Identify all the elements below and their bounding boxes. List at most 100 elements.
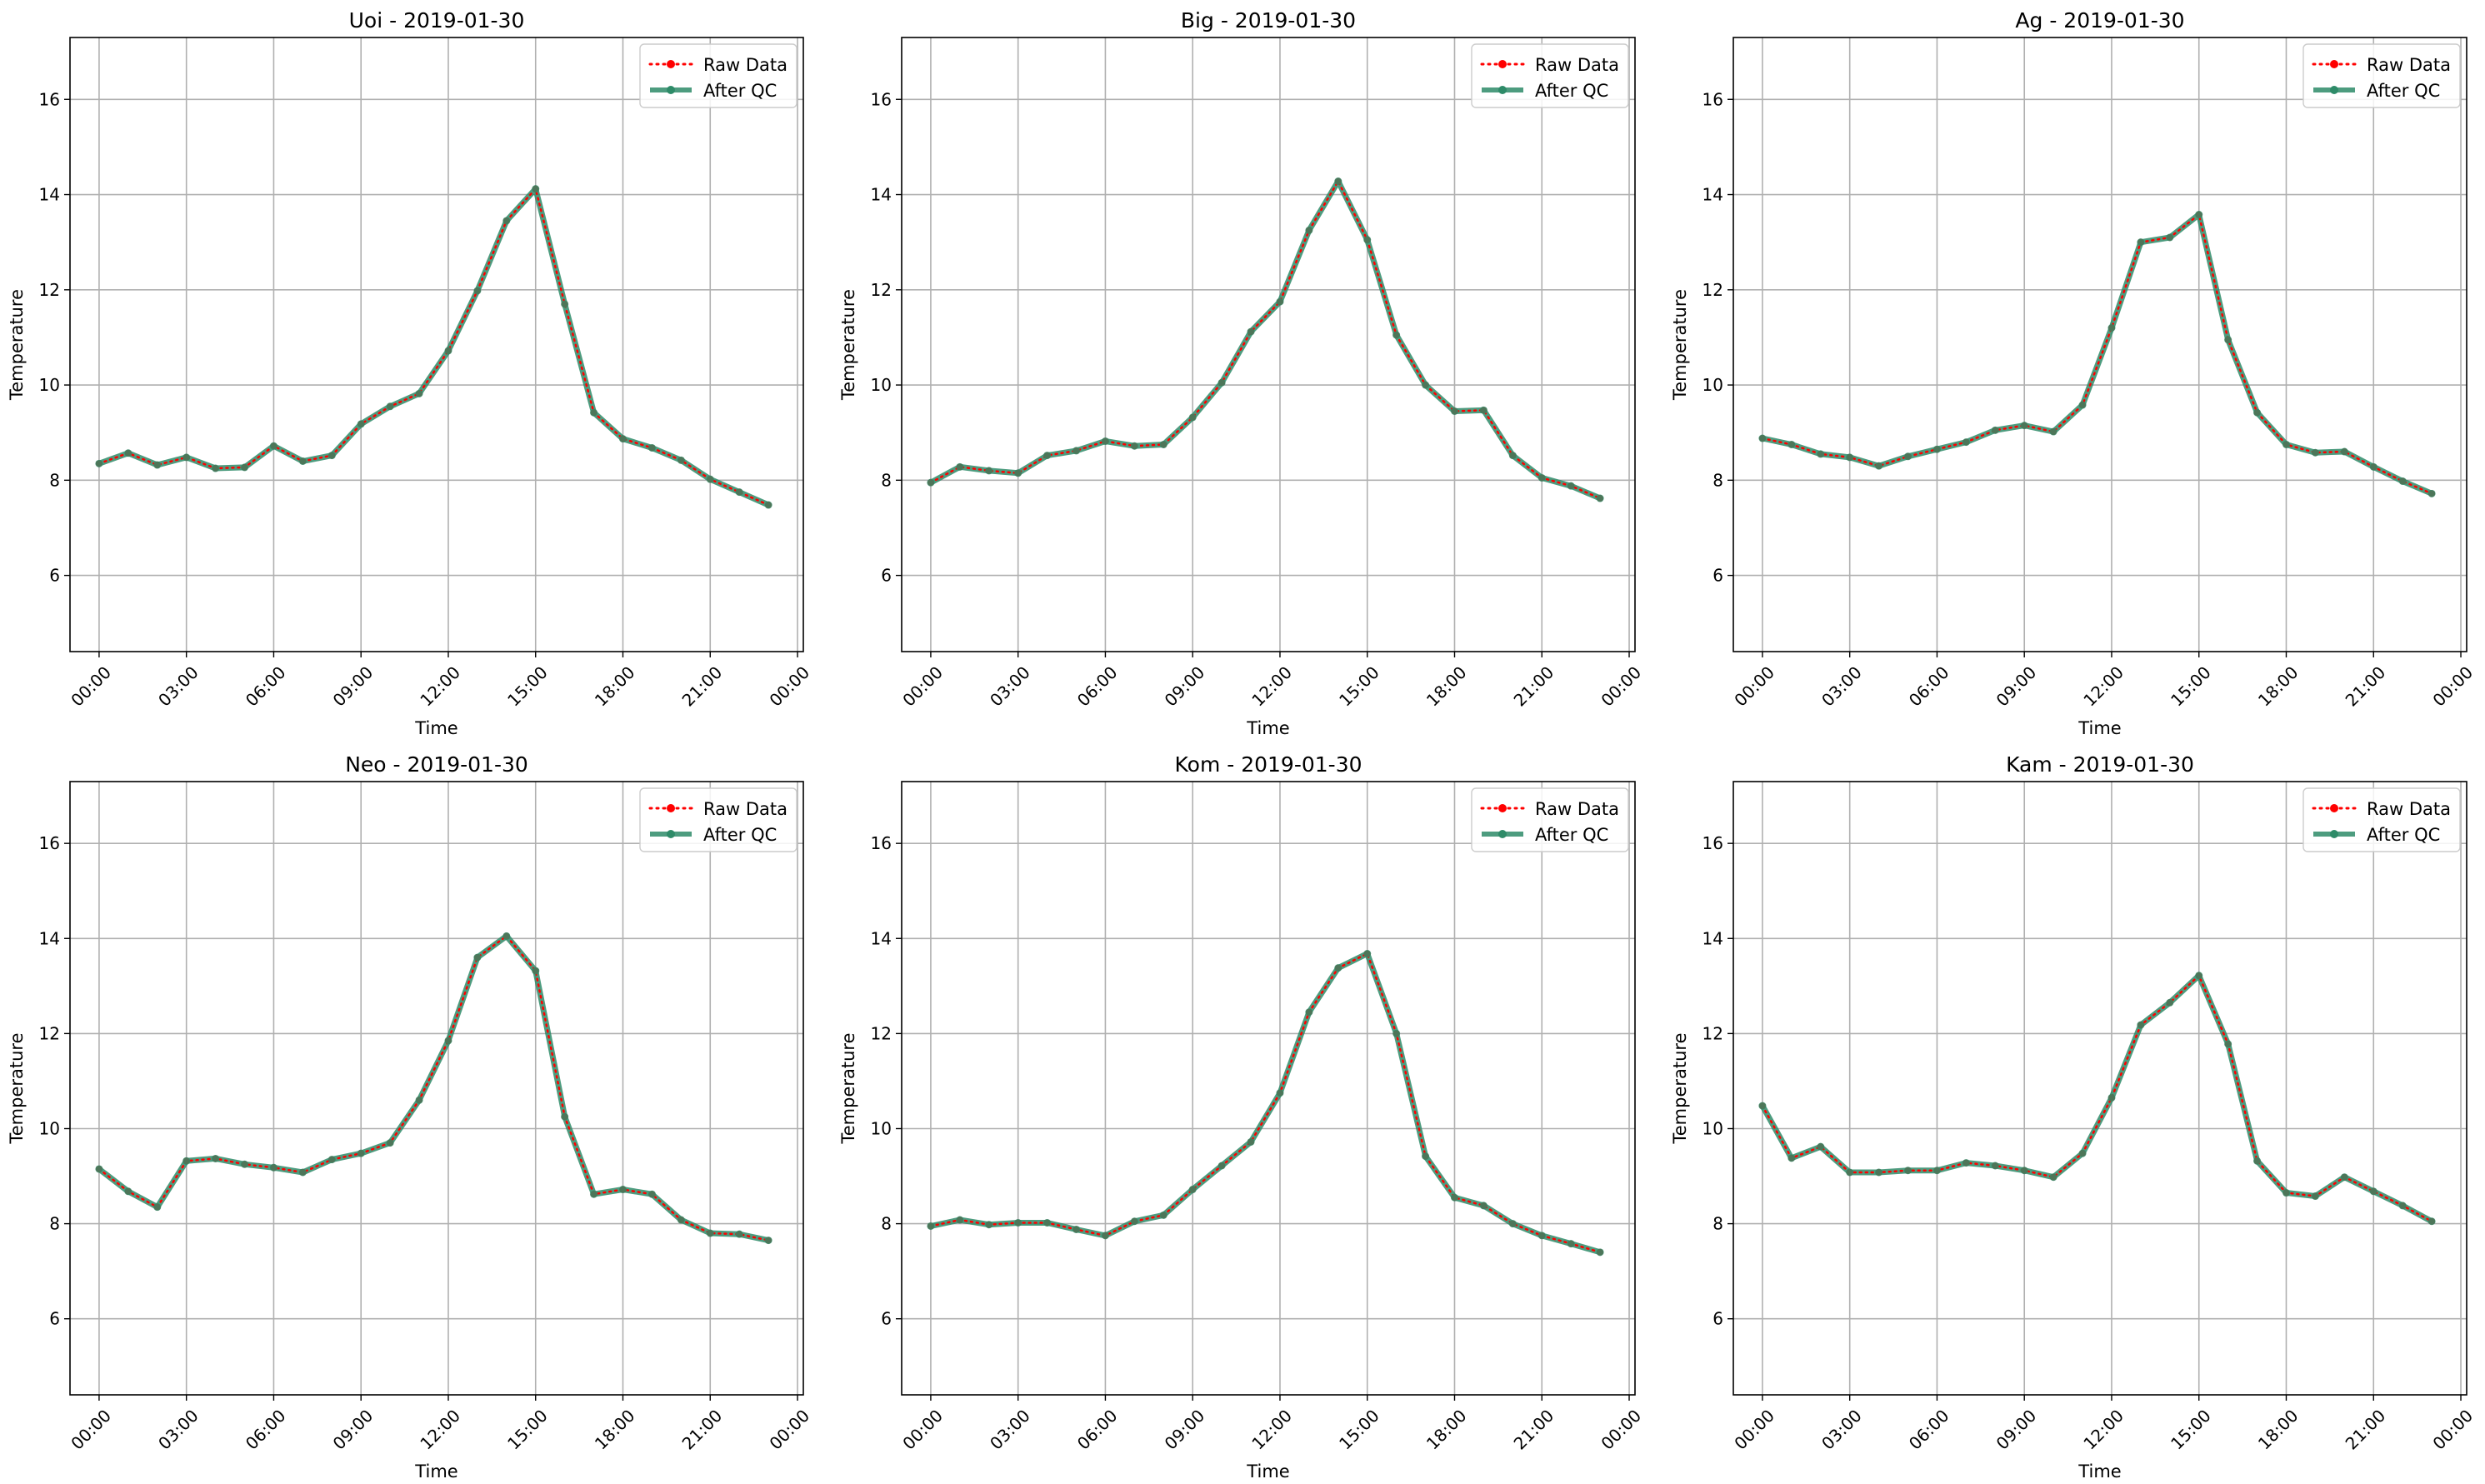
after-qc-point <box>2398 477 2407 485</box>
after-qc-point <box>985 467 993 475</box>
x-tick-label: 06:00 <box>1905 662 1953 711</box>
grid <box>1733 782 2467 1395</box>
x-tick-label: 00:00 <box>1597 1406 1645 1454</box>
after-qc-point <box>153 461 162 469</box>
y-axis-label: Temperature <box>7 1032 27 1144</box>
after-qc-point <box>1991 1162 1999 1170</box>
after-qc-point <box>2282 440 2290 448</box>
legend: Raw Data After QC <box>639 787 798 852</box>
subplot-3: Ag - 2019-01-30 00:00 03:00 06:00 09:00 12:00… <box>1670 8 2477 738</box>
after-qc-point <box>357 1149 365 1157</box>
x-axis-label: Time <box>1246 1462 1289 1482</box>
after-qc-point <box>2428 1217 2436 1226</box>
after-qc-point <box>1788 1154 1796 1162</box>
y-tick-label: 12 <box>871 1023 892 1043</box>
series-line-raw-data <box>929 178 1602 500</box>
after-qc-point <box>1218 1162 1226 1170</box>
axes-frame <box>69 37 804 652</box>
y-tick-label: 8 <box>881 470 892 490</box>
after-qc-point <box>1508 1220 1517 1228</box>
after-qc-point <box>2166 998 2174 1007</box>
y-axis-label: Temperature <box>838 289 858 401</box>
legend-label-raw-data: Raw Data <box>2367 55 2451 75</box>
legend-marker-raw-data <box>2330 60 2338 68</box>
after-qc-point <box>2108 324 2116 332</box>
after-qc-point <box>706 475 714 483</box>
x-axis-label: Time <box>1246 718 1289 738</box>
after-qc-point <box>241 463 249 472</box>
after-qc-point <box>561 1112 569 1121</box>
x-tick-label: 03:00 <box>1818 662 1866 711</box>
after-qc-point <box>2108 1093 2116 1102</box>
x-tick-label: 00:00 <box>1597 662 1645 711</box>
after-qc-point <box>1043 452 1052 460</box>
legend-marker-raw-data <box>2330 804 2338 812</box>
after-qc-point <box>1479 1202 1488 1210</box>
after-qc-point <box>502 217 511 225</box>
y-tick-label: 8 <box>1712 1214 1723 1234</box>
after-qc-point <box>1567 482 1575 490</box>
legend: Raw Data After QC <box>2302 43 2461 108</box>
x-tick-label: 12:00 <box>416 1406 464 1454</box>
y-tick-label: 14 <box>1702 928 1723 948</box>
legend-label-raw-data: Raw Data <box>703 799 788 819</box>
after-qc-point <box>415 389 423 397</box>
legend-marker-raw-data <box>667 804 675 812</box>
after-qc-point <box>735 1230 743 1238</box>
chart-title: Neo - 2019-01-30 <box>345 752 528 777</box>
after-qc-point <box>502 932 511 940</box>
after-qc-point <box>2195 211 2203 219</box>
y-tick-label: 10 <box>1702 1118 1723 1138</box>
x-axis-label: Time <box>414 1462 458 1482</box>
after-qc-point <box>2311 448 2319 457</box>
grid <box>902 782 1635 1395</box>
after-qc-point <box>764 501 772 509</box>
after-qc-point <box>1072 1225 1081 1233</box>
legend-marker-after-qc <box>667 830 675 838</box>
x-axis-label: Time <box>2078 718 2121 738</box>
x-tick-label: 15:00 <box>503 662 552 711</box>
after-qc-point <box>1159 440 1168 448</box>
after-qc-point <box>1450 1193 1458 1202</box>
chart-title: Kom - 2019-01-30 <box>1175 752 1362 777</box>
y-axis-label: Temperature <box>838 1032 858 1144</box>
legend-marker-after-qc <box>667 86 675 94</box>
after-qc-point <box>2137 1021 2145 1029</box>
y-tick-label: 8 <box>49 470 60 490</box>
x-tick-label: 00:00 <box>1730 662 1778 711</box>
after-qc-point <box>2224 336 2232 344</box>
after-qc-point <box>1247 1137 1255 1146</box>
after-qc-point <box>2253 408 2262 417</box>
legend-label-after-qc: After QC <box>703 825 777 845</box>
x-tick-label: 18:00 <box>591 1406 639 1454</box>
subplot-2: Big - 2019-01-30 00:00 03:00 06:00 09:00 12:0… <box>838 8 1645 738</box>
after-qc-point <box>1596 1248 1604 1257</box>
y-tick-label: 10 <box>871 1118 892 1138</box>
x-tick-label: 06:00 <box>1905 1406 1953 1454</box>
y-tick-label: 14 <box>39 928 60 948</box>
after-qc-point <box>956 1216 964 1224</box>
after-qc-point <box>1188 1186 1197 1194</box>
x-tick-label: 15:00 <box>1335 662 1383 711</box>
after-qc-point <box>1188 413 1197 422</box>
after-qc-point <box>985 1221 993 1229</box>
after-qc-point <box>2020 1167 2028 1175</box>
legend-label-raw-data: Raw Data <box>1535 799 1619 819</box>
after-qc-point <box>2311 1192 2319 1201</box>
after-qc-point <box>1072 447 1081 455</box>
after-qc-point <box>1962 1159 1970 1167</box>
after-qc-point <box>1479 406 1488 414</box>
y-tick-label: 10 <box>39 375 60 395</box>
after-qc-point <box>1904 452 1912 461</box>
y-tick-label: 8 <box>1712 470 1723 490</box>
after-qc-point <box>1904 1167 1912 1175</box>
subplot-5: Kom - 2019-01-30 00:00 03:00 06:00 09:00 12:0… <box>838 752 1645 1482</box>
after-qc-point <box>706 1229 714 1237</box>
axes-frame <box>69 781 804 1396</box>
after-qc-point <box>1508 452 1517 460</box>
y-axis-label: Temperature <box>7 289 27 401</box>
x-tick-label: 06:00 <box>242 1406 290 1454</box>
after-qc-point <box>1014 469 1022 477</box>
after-qc-point <box>648 1190 656 1198</box>
x-tick-label: 09:00 <box>1992 662 2041 711</box>
